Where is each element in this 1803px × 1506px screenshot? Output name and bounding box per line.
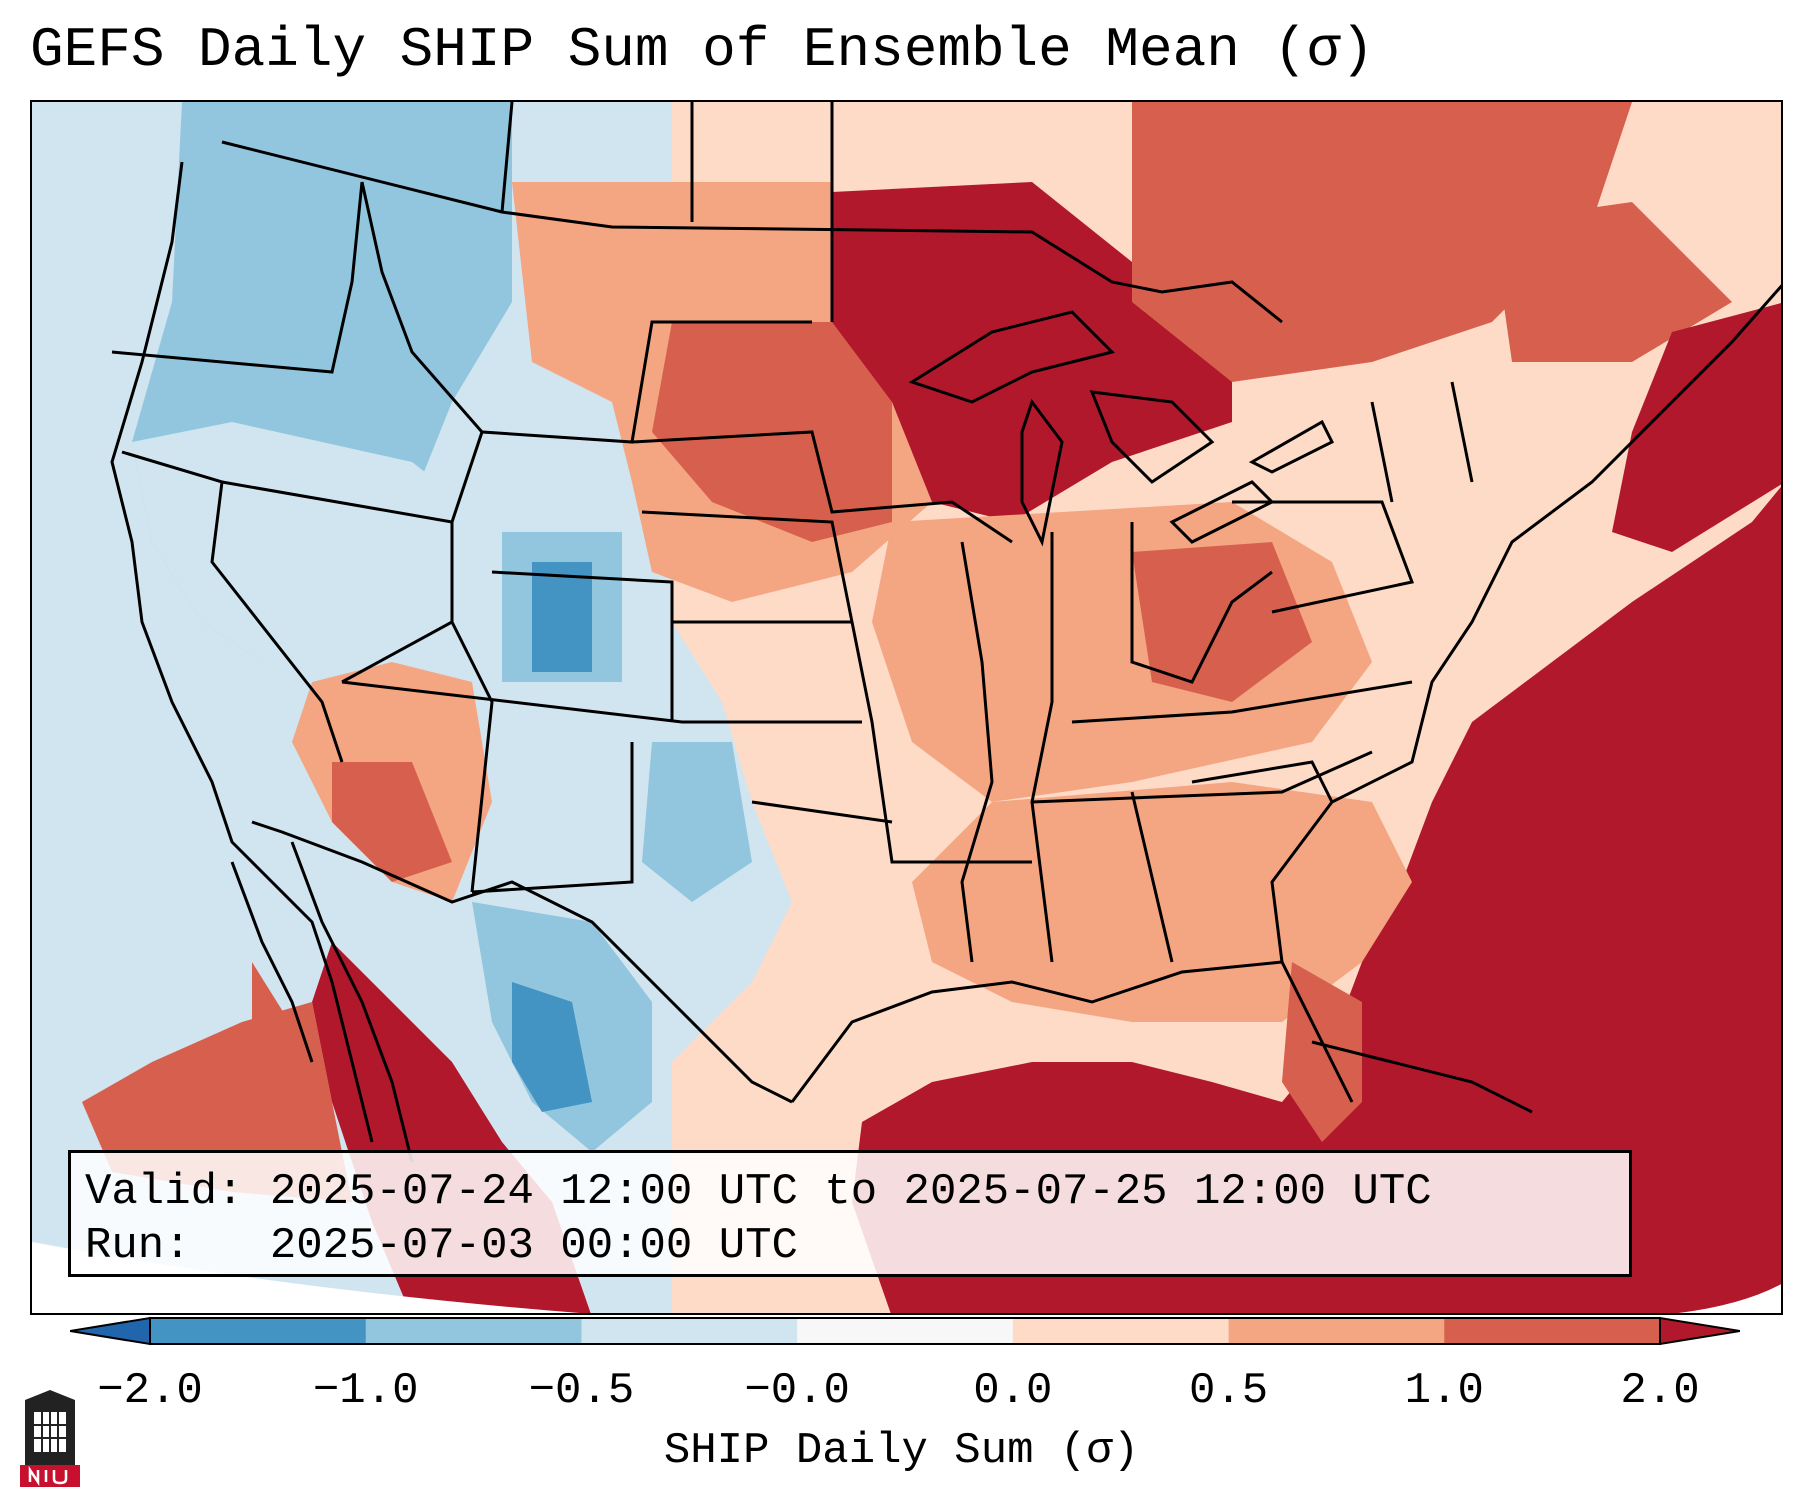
colorbar-tick-label: 0.5 bbox=[1188, 1366, 1269, 1416]
logo-window-grid bbox=[34, 1412, 66, 1452]
colorbar-tick-label: 1.0 bbox=[1404, 1366, 1484, 1416]
map-panel bbox=[30, 100, 1783, 1315]
colorbar-tick-label: −0.5 bbox=[528, 1366, 635, 1416]
state-line-18 bbox=[1232, 500, 1415, 614]
colorbar-segment bbox=[1444, 1318, 1661, 1344]
colorbar-segment bbox=[1228, 1318, 1445, 1344]
run-label: Run: bbox=[85, 1221, 191, 1271]
state-line-26 bbox=[360, 181, 484, 433]
east-coast bbox=[1270, 284, 1781, 963]
state-line-2 bbox=[121, 450, 344, 763]
colorbar-extend-low bbox=[70, 1316, 151, 1346]
colorbar-tick-label: −1.0 bbox=[312, 1366, 419, 1416]
mexico-west-coast bbox=[290, 841, 414, 1163]
northeast-canada-red bbox=[1492, 202, 1732, 362]
state-line-1 bbox=[111, 181, 364, 374]
state-line-12 bbox=[751, 800, 893, 824]
map-svg bbox=[32, 102, 1781, 1313]
niu-logo bbox=[20, 1390, 80, 1487]
state-line-7 bbox=[491, 570, 674, 722]
valid-run-info-box: Valid: 2025-07-24 12:00 UTC to 2025-07-2… bbox=[68, 1150, 1632, 1277]
oklahoma-blue bbox=[642, 742, 752, 902]
state-line-19 bbox=[1130, 791, 1174, 963]
colorbar-segment bbox=[150, 1318, 367, 1344]
valid-label: Valid: bbox=[85, 1167, 244, 1217]
great-lakes-superior bbox=[908, 310, 1115, 404]
dakotas-red bbox=[652, 322, 892, 542]
state-line-15 bbox=[1130, 522, 1273, 684]
colorado-dark-blue bbox=[532, 562, 592, 672]
state-line-16 bbox=[1031, 750, 1373, 804]
colorbar-segment bbox=[797, 1318, 1014, 1344]
gulf-coast bbox=[790, 960, 1354, 1103]
great-lakes-erie bbox=[1169, 480, 1275, 544]
state-line-8 bbox=[631, 430, 1013, 544]
state-line-22 bbox=[1450, 381, 1474, 483]
state-line-17 bbox=[1071, 680, 1413, 724]
texas-dark-blue bbox=[512, 982, 592, 1112]
baja bbox=[230, 861, 314, 1063]
state-line-13 bbox=[960, 541, 994, 963]
state-line-5 bbox=[341, 680, 862, 724]
valid-value: 2025-07-24 12:00 UTC to 2025-07-25 12:00… bbox=[269, 1167, 1432, 1217]
run-value: 2025-07-03 00:00 UTC bbox=[269, 1221, 798, 1271]
canada-red bbox=[1132, 102, 1632, 382]
colorbar-segment bbox=[1012, 1318, 1230, 1344]
colorbar-tick-label: −2.0 bbox=[97, 1366, 203, 1416]
colorbar-segment bbox=[581, 1318, 798, 1344]
colorbar-segments bbox=[150, 1318, 1661, 1344]
colorbar bbox=[70, 1316, 1740, 1346]
florida-orange bbox=[1282, 962, 1362, 1142]
colorbar-extend-high bbox=[1659, 1316, 1740, 1346]
great-lakes-ontario bbox=[1248, 419, 1335, 474]
state-line-6 bbox=[450, 621, 494, 893]
boundaries bbox=[110, 102, 1781, 1163]
colorbar-tick-label: 2.0 bbox=[1620, 1366, 1700, 1416]
atlantic-gulf-ocean bbox=[852, 486, 1781, 1313]
colorbar-tick-label: 0.0 bbox=[973, 1366, 1053, 1416]
logo-wordmark bbox=[28, 1465, 68, 1487]
cuba bbox=[1311, 1040, 1533, 1114]
projection-edge-right bbox=[1678, 1284, 1781, 1313]
arizona-red bbox=[332, 762, 452, 882]
state-line-11 bbox=[471, 742, 634, 894]
great-lakes-michigan bbox=[1020, 398, 1064, 547]
projection-edge bbox=[32, 1242, 580, 1313]
colorbar-segment bbox=[365, 1318, 582, 1344]
us-mexico-border bbox=[251, 820, 793, 1104]
state-line-25 bbox=[500, 102, 514, 213]
chart-title: GEFS Daily SHIP Sum of Ensemble Mean (σ) bbox=[30, 18, 1375, 82]
east-coast-red bbox=[1612, 303, 1781, 552]
state-line-20 bbox=[1191, 760, 1334, 803]
state-line-14 bbox=[1030, 532, 1054, 963]
colorbar-frame bbox=[149, 1317, 1661, 1345]
state-line-9 bbox=[641, 510, 1032, 864]
state-line-3 bbox=[221, 480, 454, 684]
great-lakes-huron bbox=[1089, 390, 1215, 484]
us-canada-border bbox=[221, 140, 1283, 324]
colorbar-tick-label: −0.0 bbox=[744, 1366, 850, 1416]
west-coast bbox=[110, 161, 374, 1143]
colorbar-label: SHIP Daily Sum (σ) bbox=[663, 1426, 1140, 1476]
state-line-21 bbox=[1370, 401, 1394, 503]
